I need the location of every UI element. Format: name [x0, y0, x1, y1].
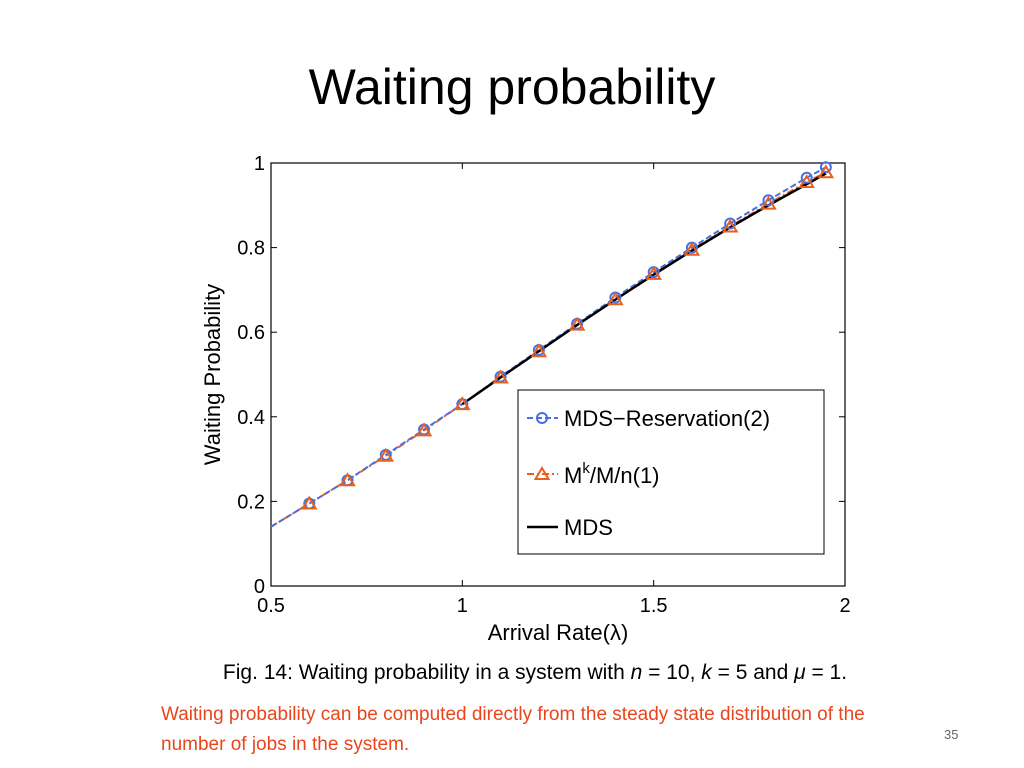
- series-markers: [301, 161, 835, 510]
- explanatory-note: Waiting probability can be computed dire…: [161, 704, 865, 755]
- data-point-triangle: [339, 472, 356, 487]
- y-tick-label: 0: [254, 576, 265, 598]
- y-tick-label: 1: [254, 153, 265, 175]
- data-point-triangle: [415, 422, 433, 437]
- legend-marker-circle: [536, 412, 548, 424]
- data-point-triangle: [645, 265, 662, 280]
- y-tick-label: 0.4: [237, 407, 265, 429]
- x-tick-label: 0.5: [257, 595, 285, 617]
- data-point-triangle: [301, 495, 318, 510]
- y-tick-label: 0.2: [237, 491, 265, 513]
- data-point-circle: [800, 171, 813, 184]
- x-tick-label: 1: [457, 595, 468, 617]
- legend: MDS−Reservation(2) Mk/M/n(1) MDS: [517, 389, 825, 555]
- series-line-2: [461, 172, 827, 406]
- data-point-triangle: [454, 396, 471, 411]
- legend-marker-triangle: [533, 466, 551, 480]
- data-point-circle: [819, 161, 832, 174]
- data-point-triangle: [492, 369, 509, 384]
- figure-caption: Fig. 14: Waiting probability in a system…: [222, 661, 848, 684]
- data-point-triangle: [817, 164, 835, 179]
- data-point-triangle: [530, 343, 548, 358]
- x-tick-label: 2: [839, 595, 850, 617]
- x-axis-label: Arrival Rate(λ): [488, 620, 629, 645]
- slide-title: Waiting probability: [308, 59, 716, 115]
- data-point-triangle: [607, 291, 624, 306]
- legend-label-mds-reservation: MDS−Reservation(2): [564, 406, 770, 431]
- data-point-triangle: [377, 447, 395, 462]
- data-point-triangle: [798, 174, 815, 189]
- x-tick-label: 1.5: [640, 595, 668, 617]
- data-point-circle: [762, 194, 775, 207]
- page-number: 35: [944, 727, 959, 742]
- legend-label-mds: MDS: [564, 515, 613, 540]
- legend-label-mkmn: Mk/M/n(1): [564, 460, 660, 488]
- data-point-triangle: [760, 195, 777, 210]
- data-point-triangle: [721, 218, 739, 233]
- data-point-triangle: [683, 241, 701, 256]
- series-lines: [270, 166, 827, 528]
- y-tick-label: 0.8: [237, 238, 265, 260]
- axis-ticks: 0.5 1 1.5 2 0 0.2 0.4 0.6 0.8 1: [237, 153, 850, 617]
- data-point-triangle: [568, 316, 586, 331]
- y-axis-label: Waiting Probability: [200, 284, 225, 465]
- y-tick-label: 0.6: [237, 322, 265, 344]
- legend-box: [517, 389, 825, 555]
- waiting-probability-chart: 0.5 1 1.5 2 0 0.2 0.4 0.6 0.8 1 Waiting Probabili…: [200, 153, 851, 645]
